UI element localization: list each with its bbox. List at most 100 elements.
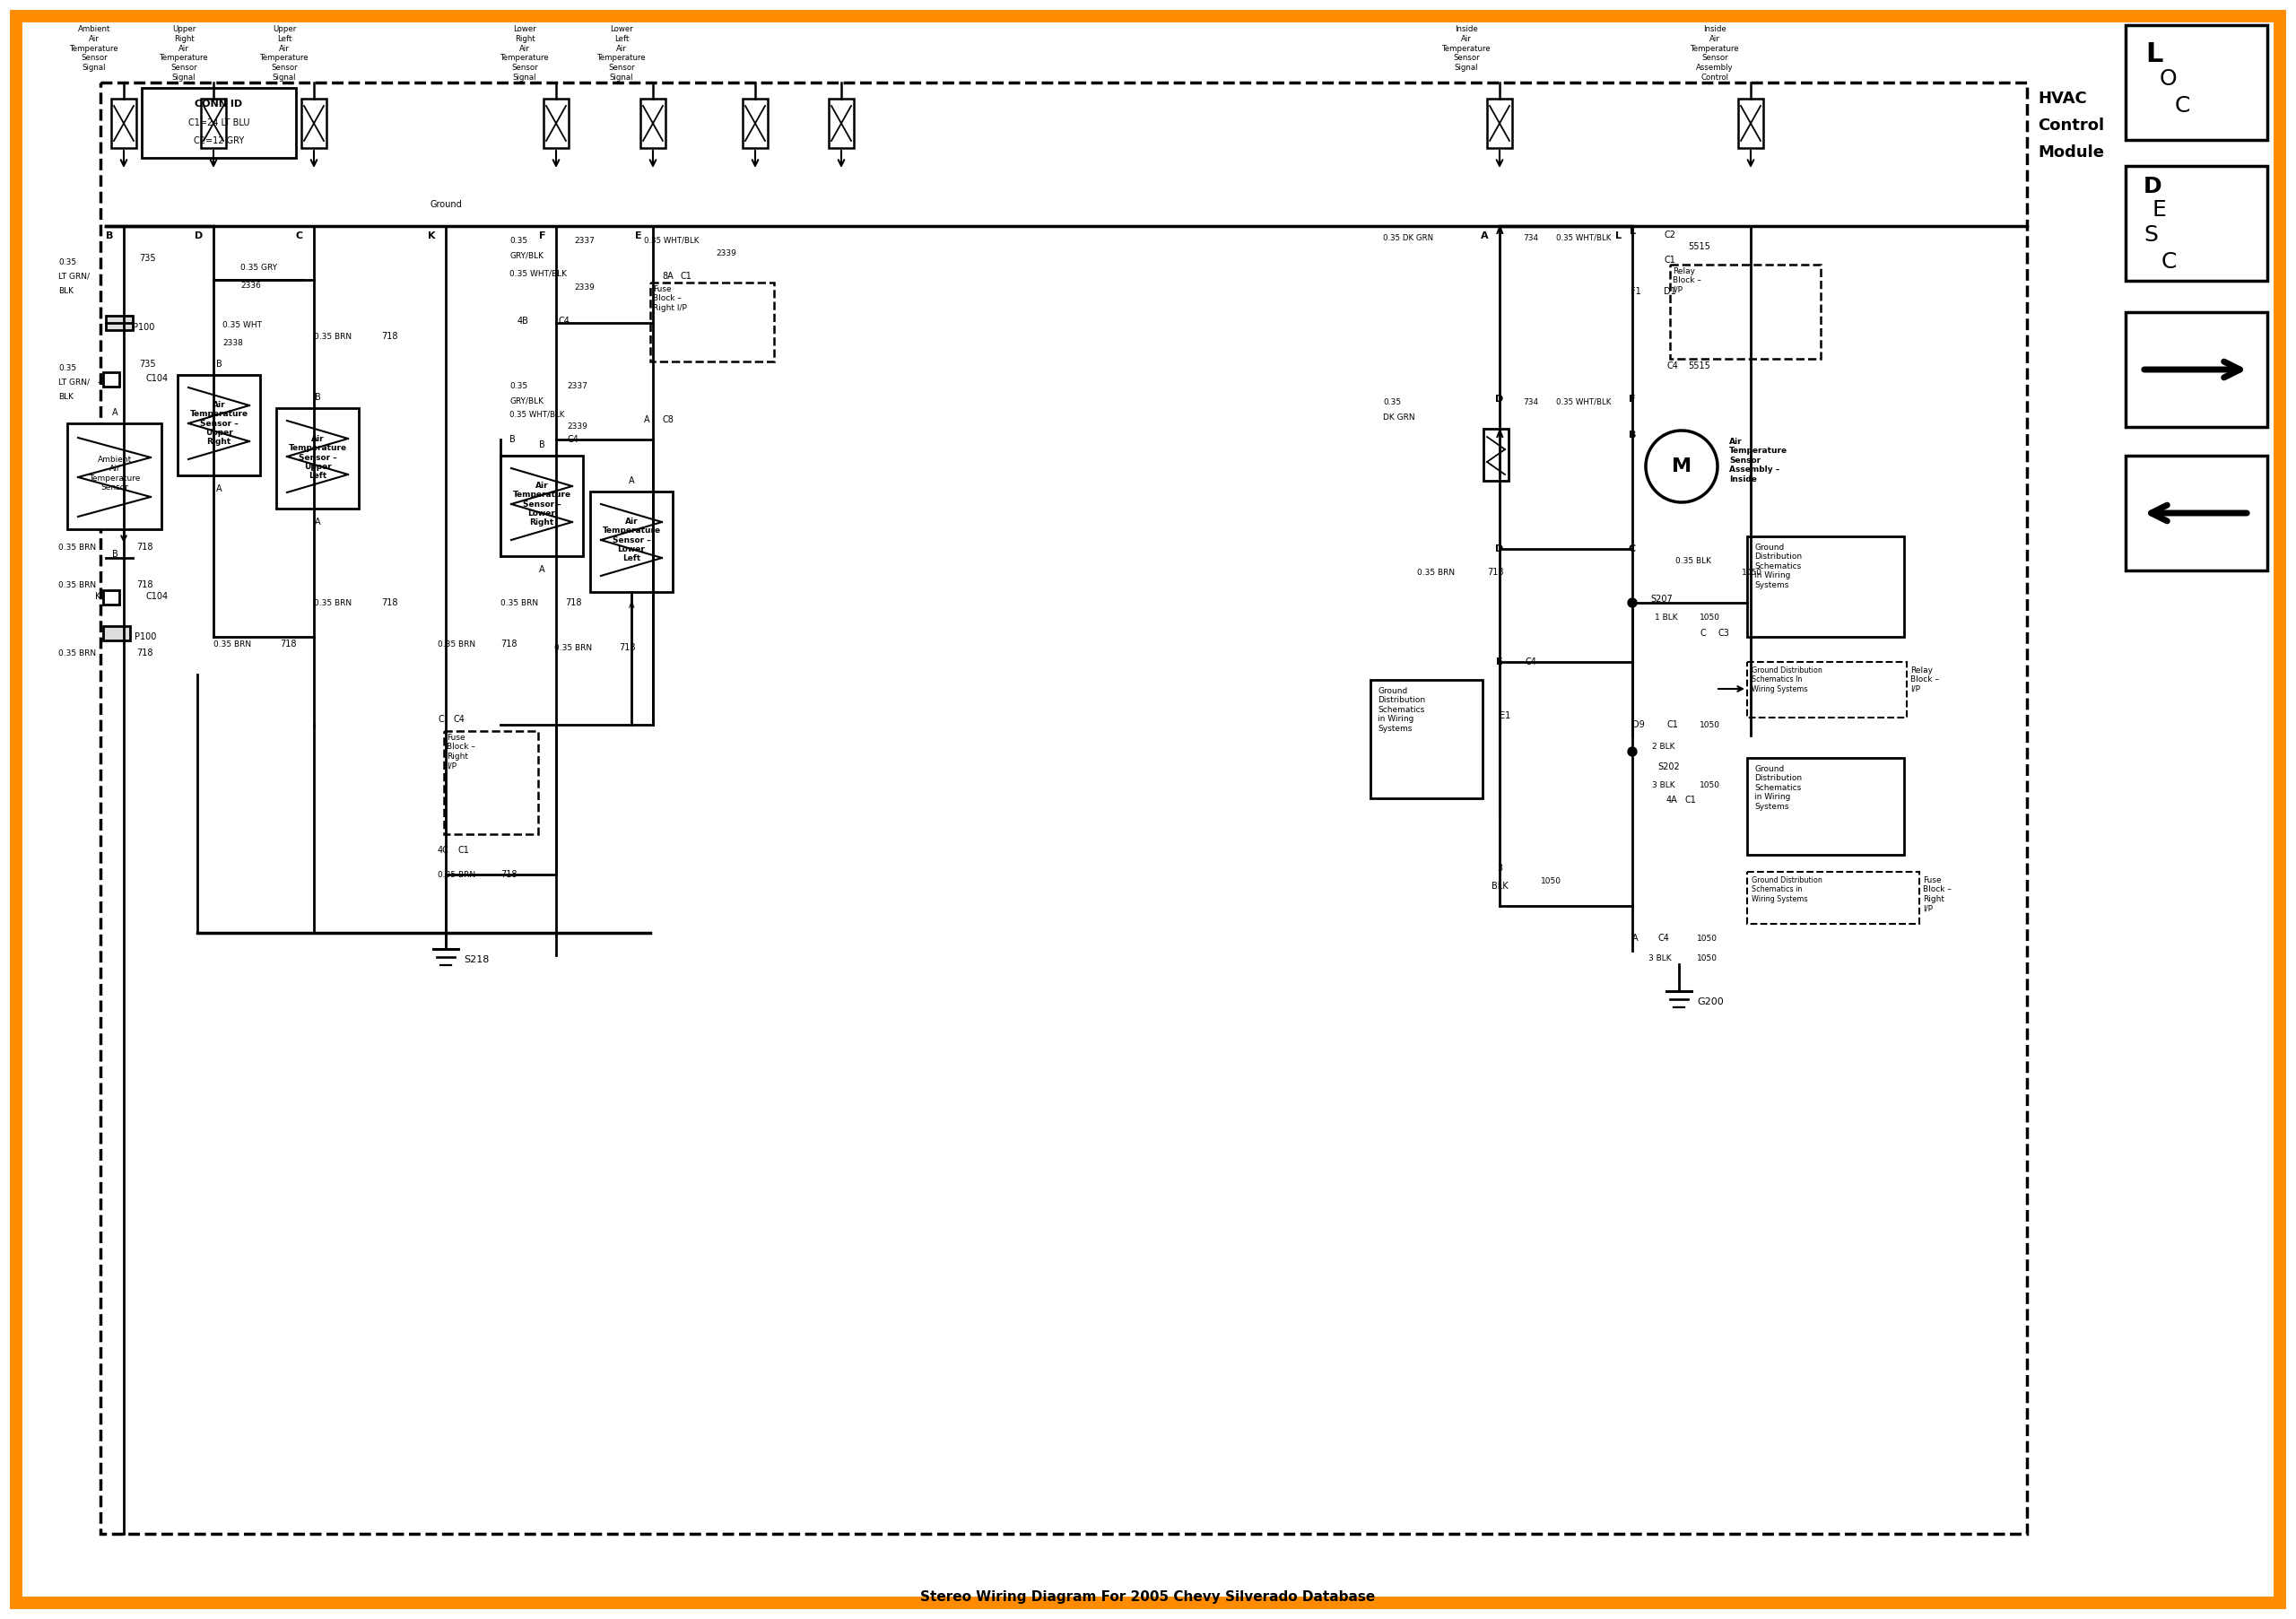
Text: A: A — [1495, 227, 1504, 236]
Text: C1: C1 — [1667, 720, 1678, 729]
Text: C1: C1 — [1685, 795, 1697, 805]
Text: Ground Distribution
Schematics In
Wiring Systems: Ground Distribution Schematics In Wiring… — [1752, 667, 1823, 693]
Bar — [1483, 429, 1508, 481]
Bar — [101, 83, 2027, 1533]
Text: 0.35 WHT/BLK: 0.35 WHT/BLK — [1557, 233, 1612, 241]
Text: E: E — [2154, 199, 2167, 220]
Text: BLK: BLK — [57, 287, 73, 295]
Text: 2 BLK: 2 BLK — [1653, 742, 1674, 750]
Text: C1: C1 — [1665, 256, 1676, 264]
Text: 5515: 5515 — [1688, 243, 1711, 251]
Bar — [103, 372, 119, 387]
Text: 0.35 BRN: 0.35 BRN — [439, 871, 475, 879]
Text: A: A — [629, 476, 634, 486]
Text: C104: C104 — [145, 374, 168, 384]
Text: O: O — [2161, 68, 2177, 89]
Text: 0.35 WHT/BLK: 0.35 WHT/BLK — [643, 236, 698, 244]
Text: 0.35 WHT/BLK: 0.35 WHT/BLK — [510, 410, 565, 418]
Bar — [590, 492, 673, 593]
Text: 0.35 BRN: 0.35 BRN — [57, 581, 96, 589]
Text: 0.35 BRN: 0.35 BRN — [553, 644, 592, 651]
Text: Fuse
Block –
Right
I/P: Fuse Block – Right I/P — [1924, 876, 1952, 913]
Text: G200: G200 — [1697, 997, 1724, 1007]
Bar — [1747, 662, 1906, 717]
Text: 4B: 4B — [517, 317, 528, 325]
Text: 1050: 1050 — [1699, 720, 1720, 729]
Text: Upper
Left
Air
Temperature
Sensor
Signal: Upper Left Air Temperature Sensor Signal — [259, 26, 308, 81]
Text: B: B — [113, 550, 117, 559]
Text: C4: C4 — [567, 436, 579, 444]
Bar — [202, 99, 225, 147]
Text: Ground
Distribution
Schematics
in Wiring
Systems: Ground Distribution Schematics in Wiring… — [1754, 544, 1802, 589]
Text: 734: 734 — [1522, 398, 1538, 406]
Bar — [544, 99, 569, 147]
Text: B: B — [510, 436, 517, 444]
Bar — [301, 99, 326, 147]
Text: Ground: Ground — [429, 201, 461, 209]
Bar — [443, 732, 537, 834]
Text: L: L — [2144, 40, 2163, 66]
Bar — [1371, 680, 1483, 798]
Text: E: E — [1497, 657, 1504, 667]
Text: C4: C4 — [452, 716, 464, 724]
Text: Inside
Air
Temperature
Sensor
Signal: Inside Air Temperature Sensor Signal — [1442, 26, 1490, 71]
Text: Ambient
Air
Temperature
Sensor: Ambient Air Temperature Sensor — [90, 455, 140, 492]
Text: 718: 718 — [280, 640, 296, 649]
Bar — [501, 455, 583, 555]
Text: 0.35 BRN: 0.35 BRN — [501, 599, 537, 607]
Text: B: B — [216, 359, 223, 369]
Text: 0.35 BRN: 0.35 BRN — [57, 542, 96, 550]
Text: Relay
Block –
I/P: Relay Block – I/P — [1910, 667, 1938, 693]
Text: Lower
Left
Air
Temperature
Sensor
Signal: Lower Left Air Temperature Sensor Signal — [597, 26, 645, 81]
Text: Air
Temperature
Sensor –
Lower
Left: Air Temperature Sensor – Lower Left — [602, 518, 661, 563]
Text: 718: 718 — [381, 599, 397, 607]
Text: Relay
Block –
I/P: Relay Block – I/P — [1674, 267, 1701, 295]
Text: 718: 718 — [381, 332, 397, 342]
Text: B: B — [106, 232, 113, 240]
Text: A: A — [315, 518, 321, 526]
Text: 4A: 4A — [1667, 795, 1678, 805]
Text: A: A — [643, 416, 650, 424]
Bar — [1747, 873, 1919, 924]
Text: 0.35 WHT/BLK: 0.35 WHT/BLK — [510, 269, 567, 277]
Text: Module: Module — [2039, 144, 2103, 160]
Bar — [67, 423, 161, 529]
Bar — [2126, 455, 2268, 570]
Text: Fuse
Block –
Right I/P: Fuse Block – Right I/P — [652, 285, 687, 312]
Text: L: L — [1616, 232, 1621, 240]
Text: 2336: 2336 — [241, 282, 262, 290]
Text: 1050: 1050 — [1743, 568, 1763, 576]
Text: 718: 718 — [620, 643, 636, 652]
Text: S218: S218 — [464, 955, 489, 965]
Text: C4: C4 — [1667, 361, 1678, 371]
Bar — [103, 591, 119, 604]
Bar — [2126, 165, 2268, 280]
Text: C1=24 LT BLU: C1=24 LT BLU — [188, 118, 250, 128]
Text: K: K — [94, 593, 101, 601]
Text: C8: C8 — [661, 416, 673, 424]
Text: 3 BLK: 3 BLK — [1653, 780, 1676, 788]
Bar — [177, 376, 259, 476]
Text: C104: C104 — [145, 593, 168, 601]
Text: F1: F1 — [1630, 287, 1642, 296]
Text: Ground Distribution
Schematics in
Wiring Systems: Ground Distribution Schematics in Wiring… — [1752, 876, 1823, 903]
Text: A: A — [113, 408, 117, 418]
Text: 5515: 5515 — [1688, 361, 1711, 371]
Text: S207: S207 — [1651, 594, 1671, 604]
Text: B: B — [1628, 431, 1637, 439]
Text: S: S — [2144, 225, 2158, 246]
Text: Ground
Distribution
Schematics
in Wiring
Systems: Ground Distribution Schematics in Wiring… — [1754, 766, 1802, 811]
Bar — [142, 87, 296, 159]
Text: 2338: 2338 — [223, 338, 243, 346]
Text: HVAC: HVAC — [2039, 91, 2087, 107]
Text: 0.35 BRN: 0.35 BRN — [57, 649, 96, 657]
Text: 718: 718 — [135, 580, 154, 589]
Bar — [1747, 758, 1903, 855]
Text: C1: C1 — [457, 845, 468, 855]
Text: 0.35: 0.35 — [510, 382, 528, 390]
Text: D9: D9 — [1632, 720, 1644, 729]
Text: 1050: 1050 — [1541, 877, 1561, 886]
Text: 1050: 1050 — [1699, 614, 1720, 622]
Text: C: C — [1628, 544, 1637, 554]
Text: A: A — [1495, 431, 1504, 439]
